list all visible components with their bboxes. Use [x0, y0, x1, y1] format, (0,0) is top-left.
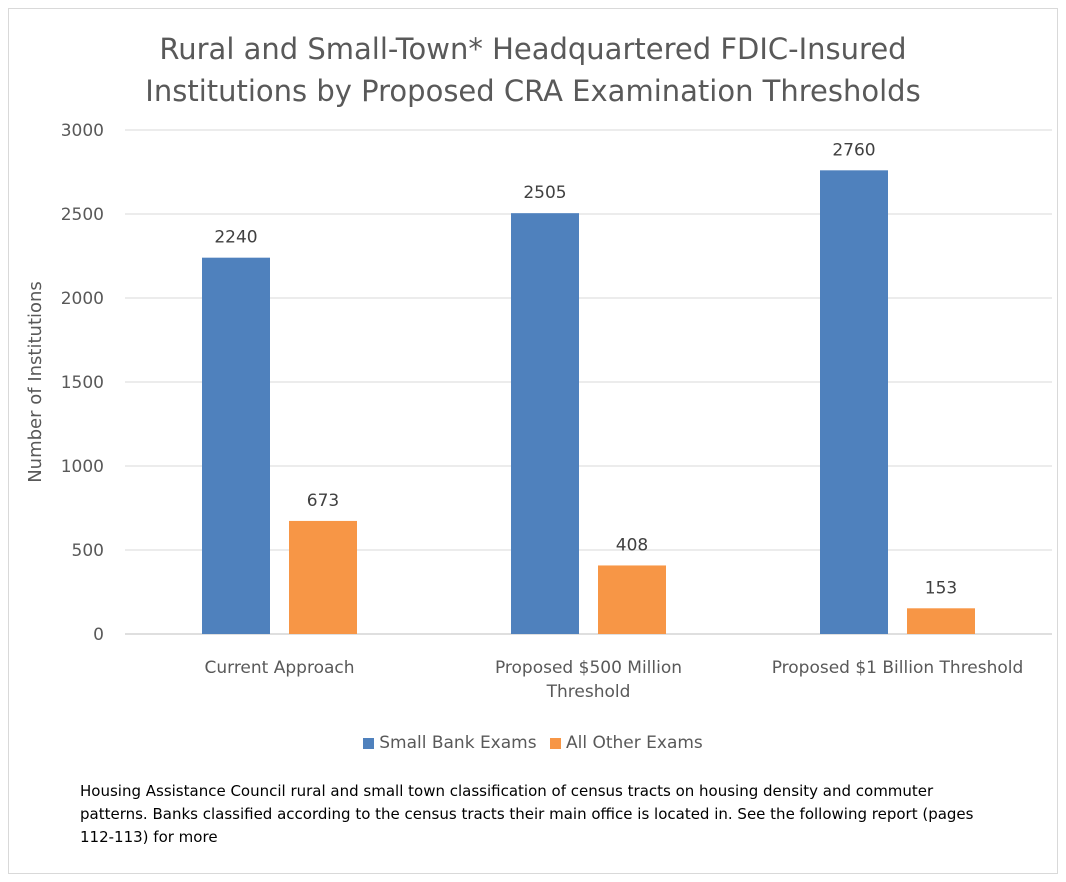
data-label: 153: [925, 578, 957, 598]
bar-chart: 0 500 1000 1500 2000 2500 3000 Number of Instit…: [25, 121, 1052, 702]
data-label: 2505: [523, 183, 566, 203]
bar-other: [598, 565, 666, 634]
chart-legend: Small Bank Exams All Other Exams: [0, 733, 1066, 754]
y-tick-label: 3000: [61, 121, 104, 141]
bar-other: [907, 608, 975, 634]
legend-item-other: All Other Exams: [549, 733, 703, 753]
y-tick-label: 0: [93, 625, 104, 645]
data-label: 673: [307, 491, 339, 511]
legend-item-small-bank: Small Bank Exams: [363, 733, 537, 753]
chart-title-line-1: Rural and Small-Town* Headquartered FDIC…: [159, 32, 907, 66]
y-tick-label: 2000: [61, 289, 104, 309]
bar-other: [289, 520, 357, 634]
bar-small-bank: [820, 170, 888, 634]
y-tick-label: 1000: [61, 457, 104, 477]
source-note: Housing Assistance Council rural and sma…: [80, 782, 974, 846]
x-category-label: Current Approach: [204, 658, 354, 678]
legend-label-other: All Other Exams: [565, 733, 703, 753]
x-category-label: Threshold: [546, 682, 631, 702]
legend-swatch-other: [549, 737, 561, 749]
data-label: 408: [616, 535, 648, 555]
bar-small-bank: [511, 213, 579, 634]
chart-title: Rural and Small-Town* Headquartered FDIC…: [0, 28, 1066, 112]
chart-title-line-2: Institutions by Proposed CRA Examination…: [145, 74, 921, 108]
x-category-label: Proposed $500 Million: [495, 658, 682, 678]
y-tick-label: 500: [72, 541, 104, 561]
legend-label-small-bank: Small Bank Exams: [379, 733, 537, 753]
chart-frame: [8, 8, 1058, 874]
y-tick-label: 1500: [61, 373, 104, 393]
data-label: 2240: [214, 228, 257, 248]
legend-swatch-small-bank: [363, 737, 375, 749]
bar-small-bank: [202, 257, 270, 634]
y-axis-label: Number of Institutions: [25, 281, 46, 483]
data-label: 2760: [832, 140, 875, 160]
x-category-label: Proposed $1 Billion Threshold: [772, 658, 1024, 678]
y-tick-label: 2500: [61, 205, 104, 225]
